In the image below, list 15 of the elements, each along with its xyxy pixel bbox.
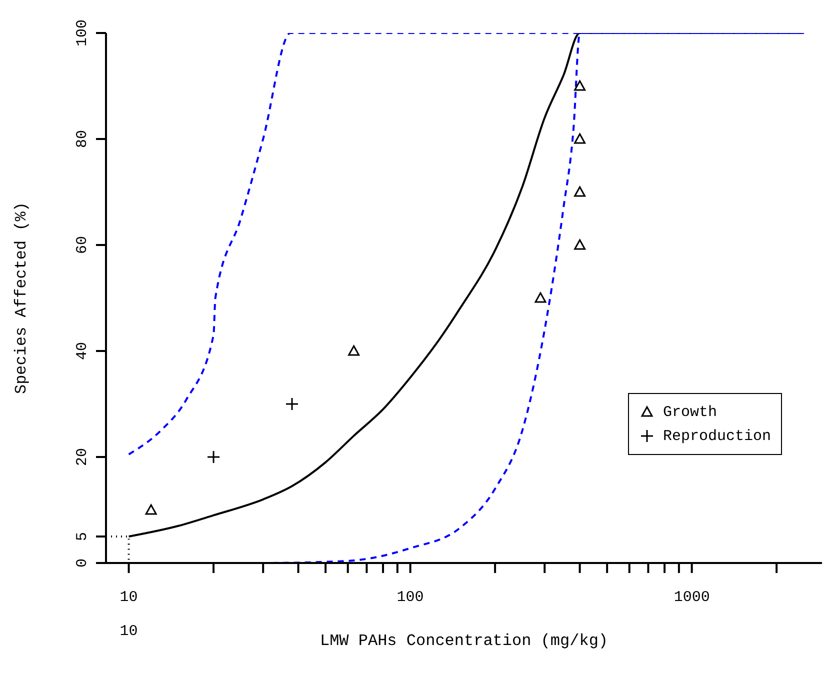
y-tick-label: 0 [74,558,91,568]
y-tick-label: 60 [74,236,91,254]
y-tick-label: 5 [74,532,91,542]
legend-label: Reproduction [662,428,771,444]
legend-label: Growth [662,404,717,420]
x-axis-title: LMW PAHs Concentration (mg/kg) [320,632,608,650]
x-tick-label: 10 [120,589,138,606]
text: 10 [120,623,138,640]
y-tick-label: 100 [74,19,91,47]
y-axis-title: Species Affected (%) [12,202,31,394]
y-tick-label: 80 [74,130,91,148]
y-tick-label: 20 [74,448,91,466]
x-tick-label: 1000 [674,589,710,606]
x-tick-label: 100 [396,589,424,606]
y-tick-label: 40 [74,342,91,360]
